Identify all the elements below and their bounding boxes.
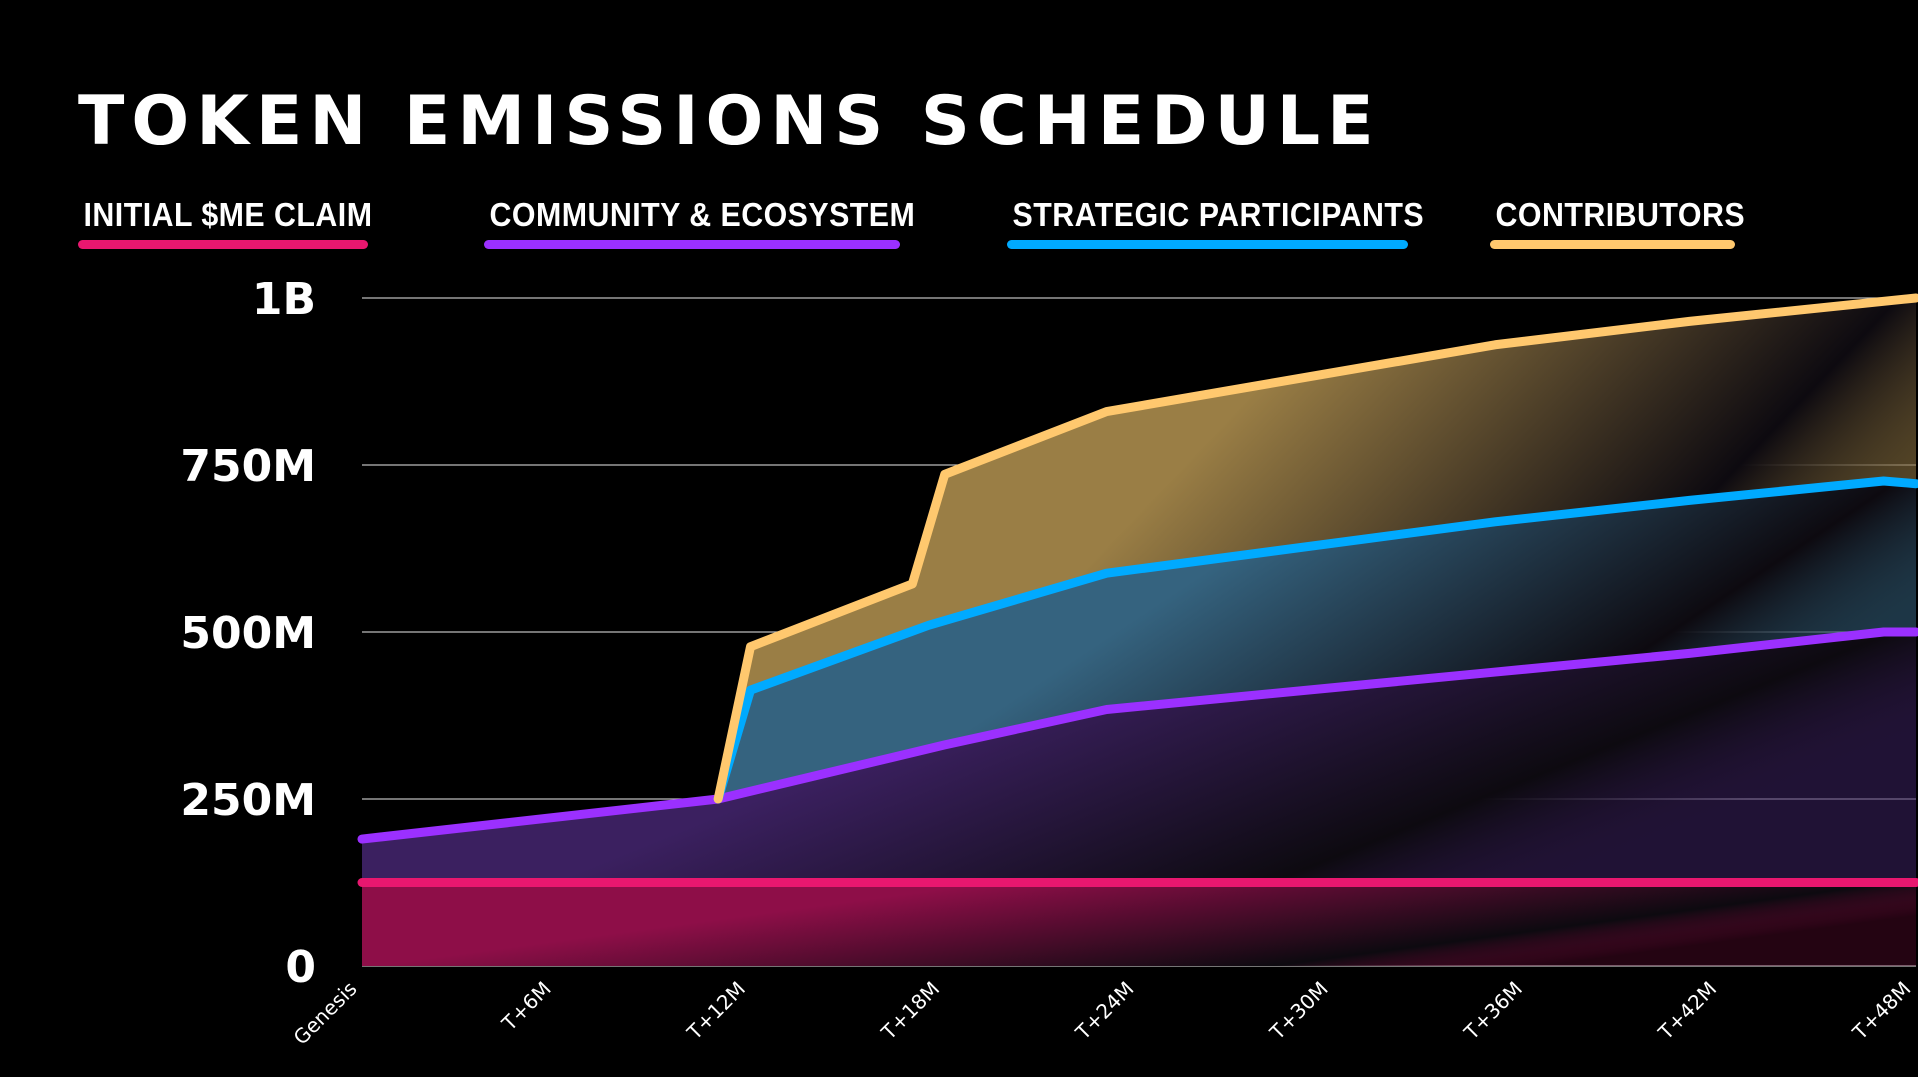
area-band-1 — [362, 632, 1916, 883]
legend-swatch — [1490, 240, 1735, 249]
legend-item-strategic: STRATEGIC PARTICIPANTS — [1007, 196, 1460, 249]
legend-label: STRATEGIC PARTICIPANTS — [1012, 196, 1425, 233]
legend-item-contributors: CONTRIBUTORS — [1490, 196, 1767, 249]
y-tick-label: 250M — [180, 775, 316, 826]
x-tick-label: T+36M — [1459, 977, 1527, 1045]
chart-title: TOKEN EMISSIONS SCHEDULE — [78, 82, 1381, 161]
series-line-2 — [713, 476, 1918, 804]
x-tick-label: T+48M — [1847, 977, 1915, 1045]
area-band-2 — [718, 481, 1916, 799]
area-band-3 — [718, 298, 1916, 799]
legend-swatch — [78, 240, 368, 249]
series-line-3 — [713, 293, 1918, 804]
x-tick-label: T+30M — [1264, 977, 1332, 1045]
x-tick-label: T+42M — [1653, 977, 1721, 1045]
legend-label: CONTRIBUTORS — [1495, 196, 1746, 233]
legend-label: INITIAL $ME CLAIM — [83, 196, 373, 233]
legend-swatch — [484, 240, 900, 249]
y-tick-label: 0 — [285, 942, 316, 993]
x-tick-label: T+24M — [1070, 977, 1138, 1045]
legend-item-initial-claim: INITIAL $ME CLAIM — [78, 196, 398, 249]
legend-item-community: COMMUNITY & ECOSYSTEM — [484, 196, 953, 249]
area-band-0 — [362, 882, 1916, 966]
legend-label: COMMUNITY & ECOSYSTEM — [489, 196, 916, 233]
y-tick-label: 1B — [252, 274, 316, 325]
x-tick-label: T+12M — [682, 977, 750, 1045]
y-tick-label: 750M — [180, 441, 316, 492]
y-tick-label: 500M — [180, 608, 316, 659]
x-tick-label: T+6M — [496, 977, 555, 1036]
x-tick-label: T+18M — [876, 977, 944, 1045]
series-line-1 — [357, 627, 1918, 844]
legend-swatch — [1007, 240, 1408, 249]
